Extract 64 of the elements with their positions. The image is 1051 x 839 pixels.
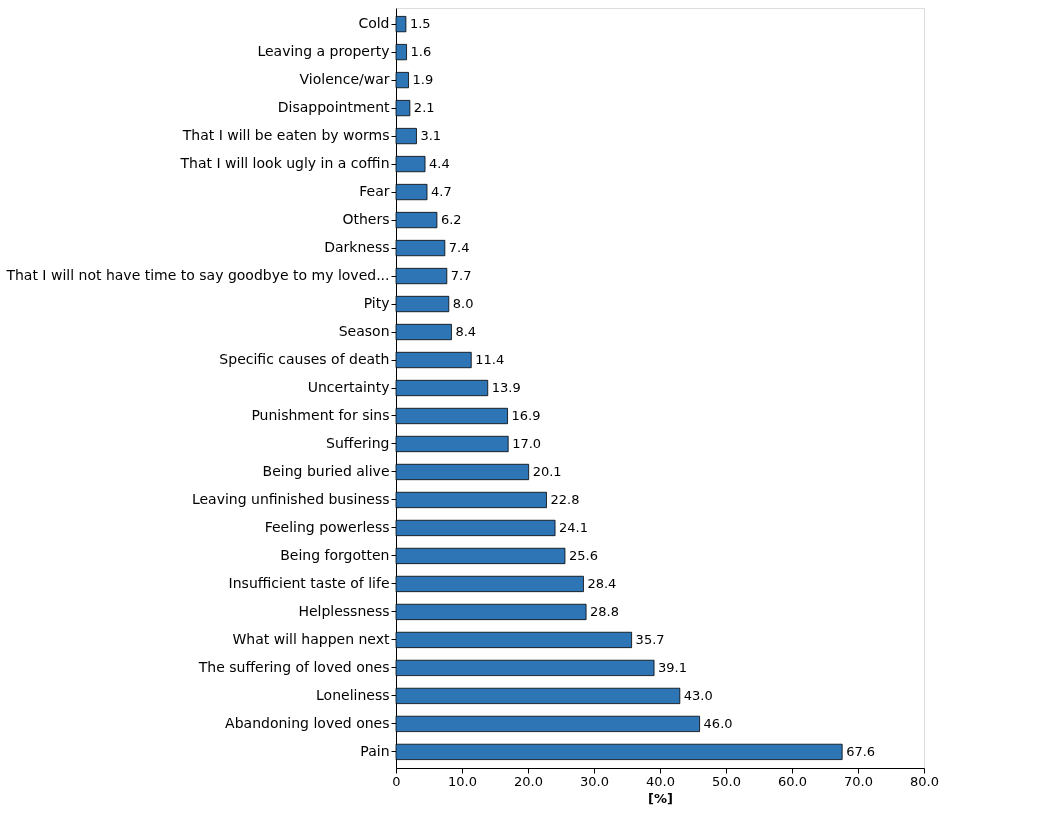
data-label: 46.0 (703, 715, 733, 731)
y-tick-label: Violence/war (299, 71, 390, 88)
y-tick-label: Pity (363, 295, 390, 312)
y-tick-label: Cold (358, 15, 390, 32)
y-tick-label: Being buried alive (262, 462, 390, 479)
y-tick-label: Fear (359, 183, 390, 200)
y-tick-label: Darkness (324, 239, 390, 256)
data-label: 67.6 (846, 743, 876, 759)
x-tick-label: 0 (392, 773, 401, 789)
data-label: 6.2 (440, 212, 462, 228)
data-label: 3.1 (420, 128, 442, 144)
data-label: 28.4 (587, 575, 617, 591)
data-label: 16.9 (511, 407, 541, 423)
data-label: 17.0 (512, 435, 542, 451)
y-tick-label: Others (342, 211, 390, 228)
data-label: 43.0 (683, 687, 713, 703)
data-label: 28.8 (590, 603, 620, 619)
data-label: 13.9 (491, 380, 521, 395)
y-tick-label: Season (338, 323, 390, 340)
x-tick-label: 60.0 (778, 773, 807, 789)
data-label: 22.8 (550, 491, 580, 507)
y-tick-label: Feeling powerless (264, 518, 390, 535)
y-tick-label: That I will look ugly in a coffin (179, 155, 390, 172)
y-tick-label: The suffering of loved ones (197, 658, 390, 675)
data-label: 11.4 (475, 352, 505, 368)
data-label: 35.7 (635, 631, 665, 647)
y-tick-label: Pain (360, 742, 390, 759)
data-label: 25.6 (568, 547, 598, 563)
y-tick-label: What will happen next (232, 630, 391, 647)
x-tick-label: 80.0 (910, 773, 939, 789)
data-label: 1.6 (410, 44, 432, 60)
data-label: 1.9 (412, 72, 434, 88)
y-tick-label: Leaving unfinished business (191, 490, 390, 507)
y-tick-label: That I will not have time to say goodbye to my loved... (5, 267, 390, 284)
data-label: 39.1 (658, 659, 688, 675)
data-label: 8.4 (455, 324, 477, 340)
y-tick-label: Uncertainty (307, 379, 390, 395)
data-label: 1.5 (409, 16, 431, 32)
y-tick-label: Insufficient taste of life (228, 574, 390, 591)
data-label: 7.4 (448, 240, 470, 256)
x-tick-label: 20.0 (514, 773, 543, 789)
y-tick-label: Abandoning loved ones (225, 714, 390, 731)
y-tick-label: Being forgotten (280, 546, 390, 563)
y-tick-label: Punishment for sins (251, 406, 390, 423)
data-label: 4.4 (429, 156, 450, 172)
data-label: 8.0 (452, 296, 474, 312)
data-label: 24.1 (559, 519, 589, 535)
data-label: 4.7 (431, 184, 452, 200)
x-tick-label: 50.0 (712, 773, 741, 789)
data-label: 7.7 (450, 268, 472, 284)
y-tick-label: That I will be eaten by worms (181, 127, 390, 144)
x-axis-title: [%] (648, 790, 673, 806)
y-tick-label: Helplessness (298, 602, 390, 619)
y-tick-label: Loneliness (316, 686, 390, 703)
x-tick-label: 40.0 (646, 773, 675, 789)
x-tick-label: 30.0 (580, 773, 609, 789)
x-tick-label: 70.0 (844, 773, 873, 789)
y-tick-label: Disappointment (277, 99, 391, 116)
x-tick-label: 10.0 (448, 773, 477, 789)
y-tick-label: Specific causes of death (219, 351, 390, 368)
y-tick-label: Leaving a property (257, 43, 390, 60)
y-tick-label: Suffering (326, 434, 390, 451)
data-label: 20.1 (532, 463, 562, 479)
data-label: 2.1 (413, 100, 435, 116)
